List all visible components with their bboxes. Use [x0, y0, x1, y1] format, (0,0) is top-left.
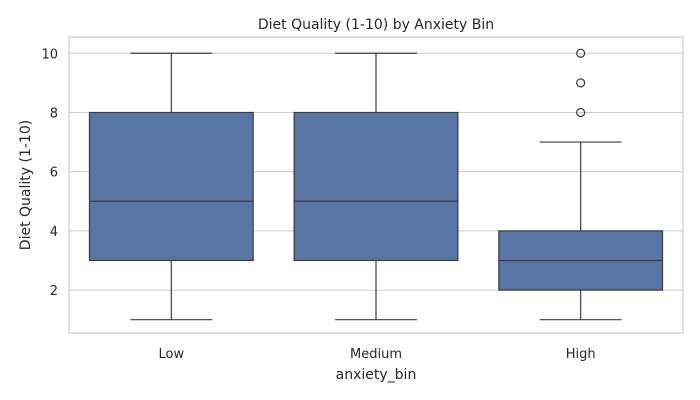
y-tick-label: 6 [50, 166, 58, 181]
outlier-point [576, 78, 586, 88]
box-group-medium [293, 52, 459, 321]
box-group-low [88, 52, 254, 321]
x-axis-label: anxiety_bin [336, 367, 417, 383]
boxes [88, 48, 664, 321]
y-axis-label: Diet Quality (1-10) [18, 120, 34, 250]
x-tick-label: Medium [350, 347, 402, 362]
tick-labels: 2 4 6 8 10 Low Medium High [41, 47, 595, 362]
y-tick-label: 2 [50, 284, 58, 299]
outlier-point [576, 107, 586, 118]
x-tick-label: Low [159, 347, 185, 362]
y-tick-label: 4 [50, 225, 58, 240]
iqr-box [88, 111, 254, 262]
iqr-box [293, 111, 459, 262]
x-tick-label: High [566, 347, 596, 362]
y-tick-label: 8 [50, 106, 58, 121]
box-group-high [498, 48, 664, 321]
plot-frame [68, 36, 684, 334]
y-tick-label: 10 [41, 47, 58, 62]
outlier-point [576, 48, 586, 58]
chart-title: Diet Quality (1-10) by Anxiety Bin [258, 17, 494, 33]
